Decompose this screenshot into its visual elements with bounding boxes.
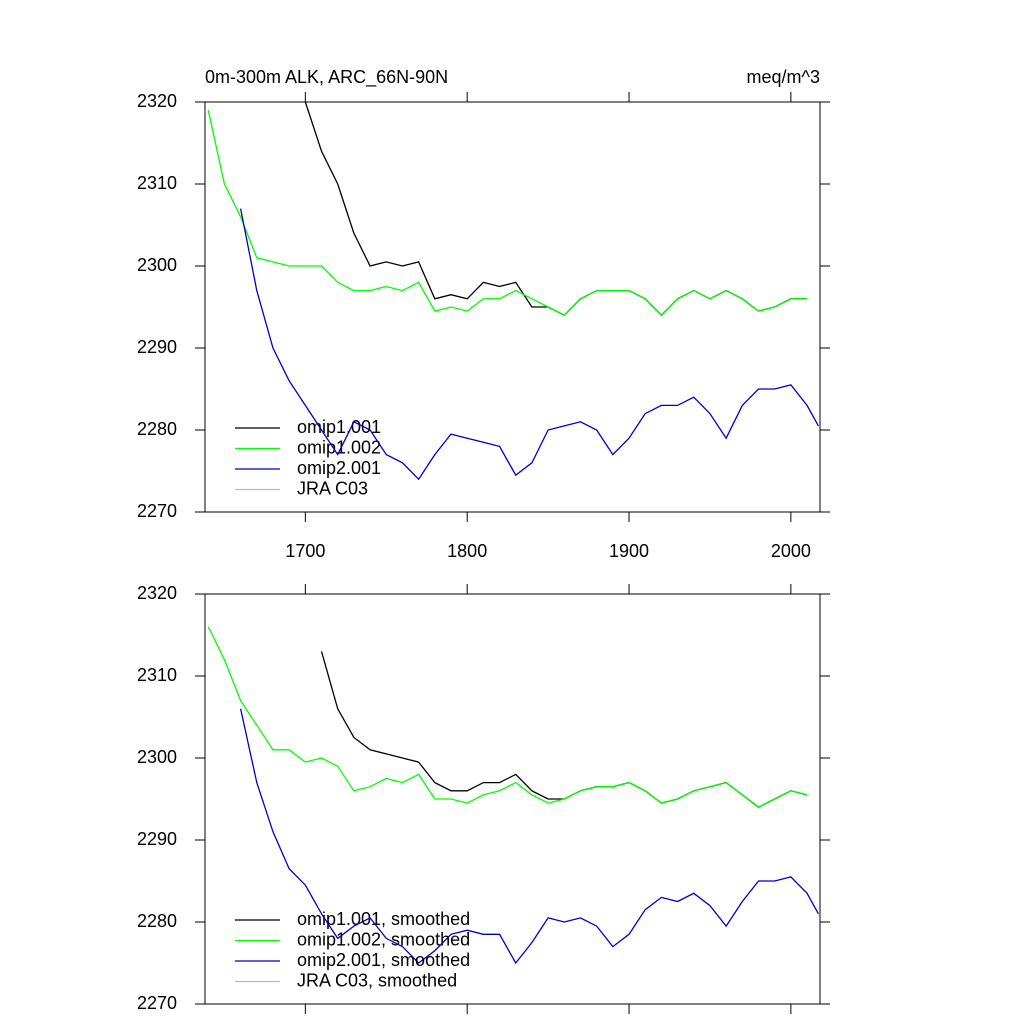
y-tick-label: 2280 [137,419,177,439]
legend-label: omip1.002 [297,437,381,457]
series-line [239,708,819,965]
series-line [320,651,808,808]
y-tick-label: 2290 [137,829,177,849]
series-line [207,626,808,808]
y-tick-label: 2310 [137,665,177,685]
legend-label: omip2.001 [297,458,381,478]
y-tick-label: 2270 [137,501,177,521]
y-tick-label: 2300 [137,747,177,767]
y-tick-label: 2320 [137,91,177,111]
x-tick-label: 1800 [447,541,487,561]
units-label: meq/m^3 [747,67,820,87]
y-tick-label: 2280 [137,911,177,931]
legend-label: omip1.001, smoothed [297,909,470,929]
legend-label: JRA C03 [297,478,368,498]
y-tick-label: 2300 [137,255,177,275]
chart-title: 0m-300m ALK, ARC_66N-90N [205,67,448,88]
x-tick-label: 1700 [285,541,325,561]
series-line [207,110,808,317]
x-tick-label: 1900 [609,541,649,561]
y-tick-label: 2270 [137,993,177,1013]
y-tick-label: 2320 [137,583,177,603]
y-tick-label: 2310 [137,173,177,193]
plot-frame [204,101,821,513]
series-line [304,101,808,317]
legend-label: omip2.001, smoothed [297,950,470,970]
legend-label: omip1.001 [297,417,381,437]
legend-label: JRA C03, smoothed [297,970,457,990]
legend-label: omip1.002, smoothed [297,929,470,949]
series-line [239,208,819,481]
plot-frame [204,593,821,1005]
x-tick-label: 2000 [771,541,811,561]
y-tick-label: 2290 [137,337,177,357]
